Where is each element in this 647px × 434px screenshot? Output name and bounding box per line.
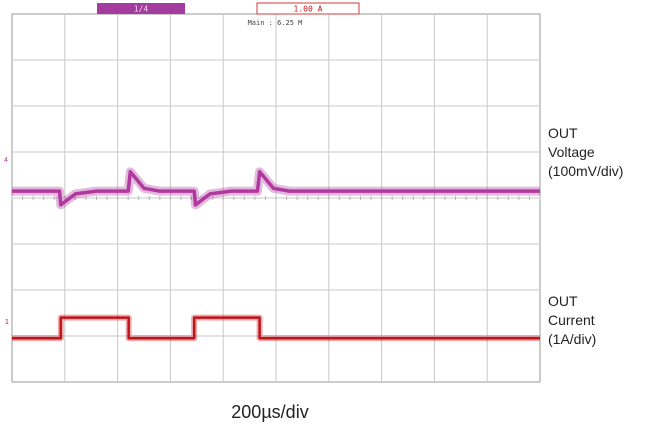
current-label-line-3: (1A/div) bbox=[548, 331, 597, 347]
x-axis-label: 200µs/div bbox=[231, 402, 309, 422]
current-label-line-1: OUT bbox=[548, 293, 578, 309]
voltage-label-line-1: OUT bbox=[548, 125, 578, 141]
voltage-series-label: OUT Voltage (100mV/div) bbox=[548, 124, 623, 181]
voltage-channel-marker: 4 bbox=[4, 157, 8, 164]
timebase-readout: Main : 6.25 M bbox=[248, 19, 303, 27]
current-trace bbox=[12, 316, 540, 340]
readout-box-right-text: 1.00 A bbox=[294, 5, 323, 14]
readout-box-left-text: 1/4 bbox=[134, 5, 149, 14]
readout-box-right bbox=[256, 2, 360, 15]
current-label-line-2: Current bbox=[548, 312, 595, 328]
trace-layer bbox=[12, 167, 540, 342]
plot-grid bbox=[11, 14, 541, 382]
voltage-trace bbox=[12, 170, 540, 207]
readout-box-left bbox=[97, 3, 185, 14]
current-series-label: OUT Current (1A/div) bbox=[548, 292, 596, 349]
current-channel-marker: 1 bbox=[5, 319, 9, 326]
voltage-label-line-3: (100mV/div) bbox=[548, 163, 624, 179]
scope-readouts: 1/4 1.00 A Main : 6.25 M bbox=[97, 2, 360, 27]
voltage-label-line-2: Voltage bbox=[548, 144, 595, 160]
